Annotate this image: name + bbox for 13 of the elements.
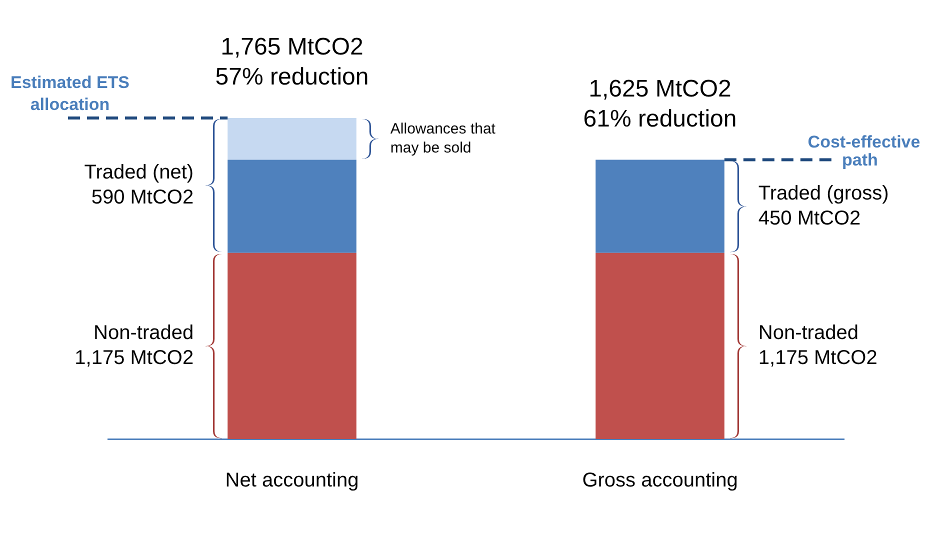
x-tick-label: Gross accounting <box>582 470 738 492</box>
annotation: Allowances that may be sold <box>390 120 496 156</box>
annotation: Non-traded 1,175 MtCO2 <box>758 322 878 369</box>
x-tick-label: Net accounting <box>225 470 359 492</box>
annotation: Traded (net) 590 MtCO2 <box>84 161 194 208</box>
text: 57% reduction <box>215 64 369 91</box>
annotation: 61% reduction <box>583 105 737 132</box>
annotation: Traded (gross) 450 MtCO2 <box>758 182 889 230</box>
annotation: Non-traded 1,175 MtCO2 <box>74 322 194 369</box>
ref-line-label: Cost-effective path <box>808 132 920 170</box>
text: 1,765 MtCO2 <box>220 34 364 61</box>
ref-line-label: Estimated ETS allocation <box>10 73 130 114</box>
text: 1,625 MtCO2 <box>588 75 732 102</box>
